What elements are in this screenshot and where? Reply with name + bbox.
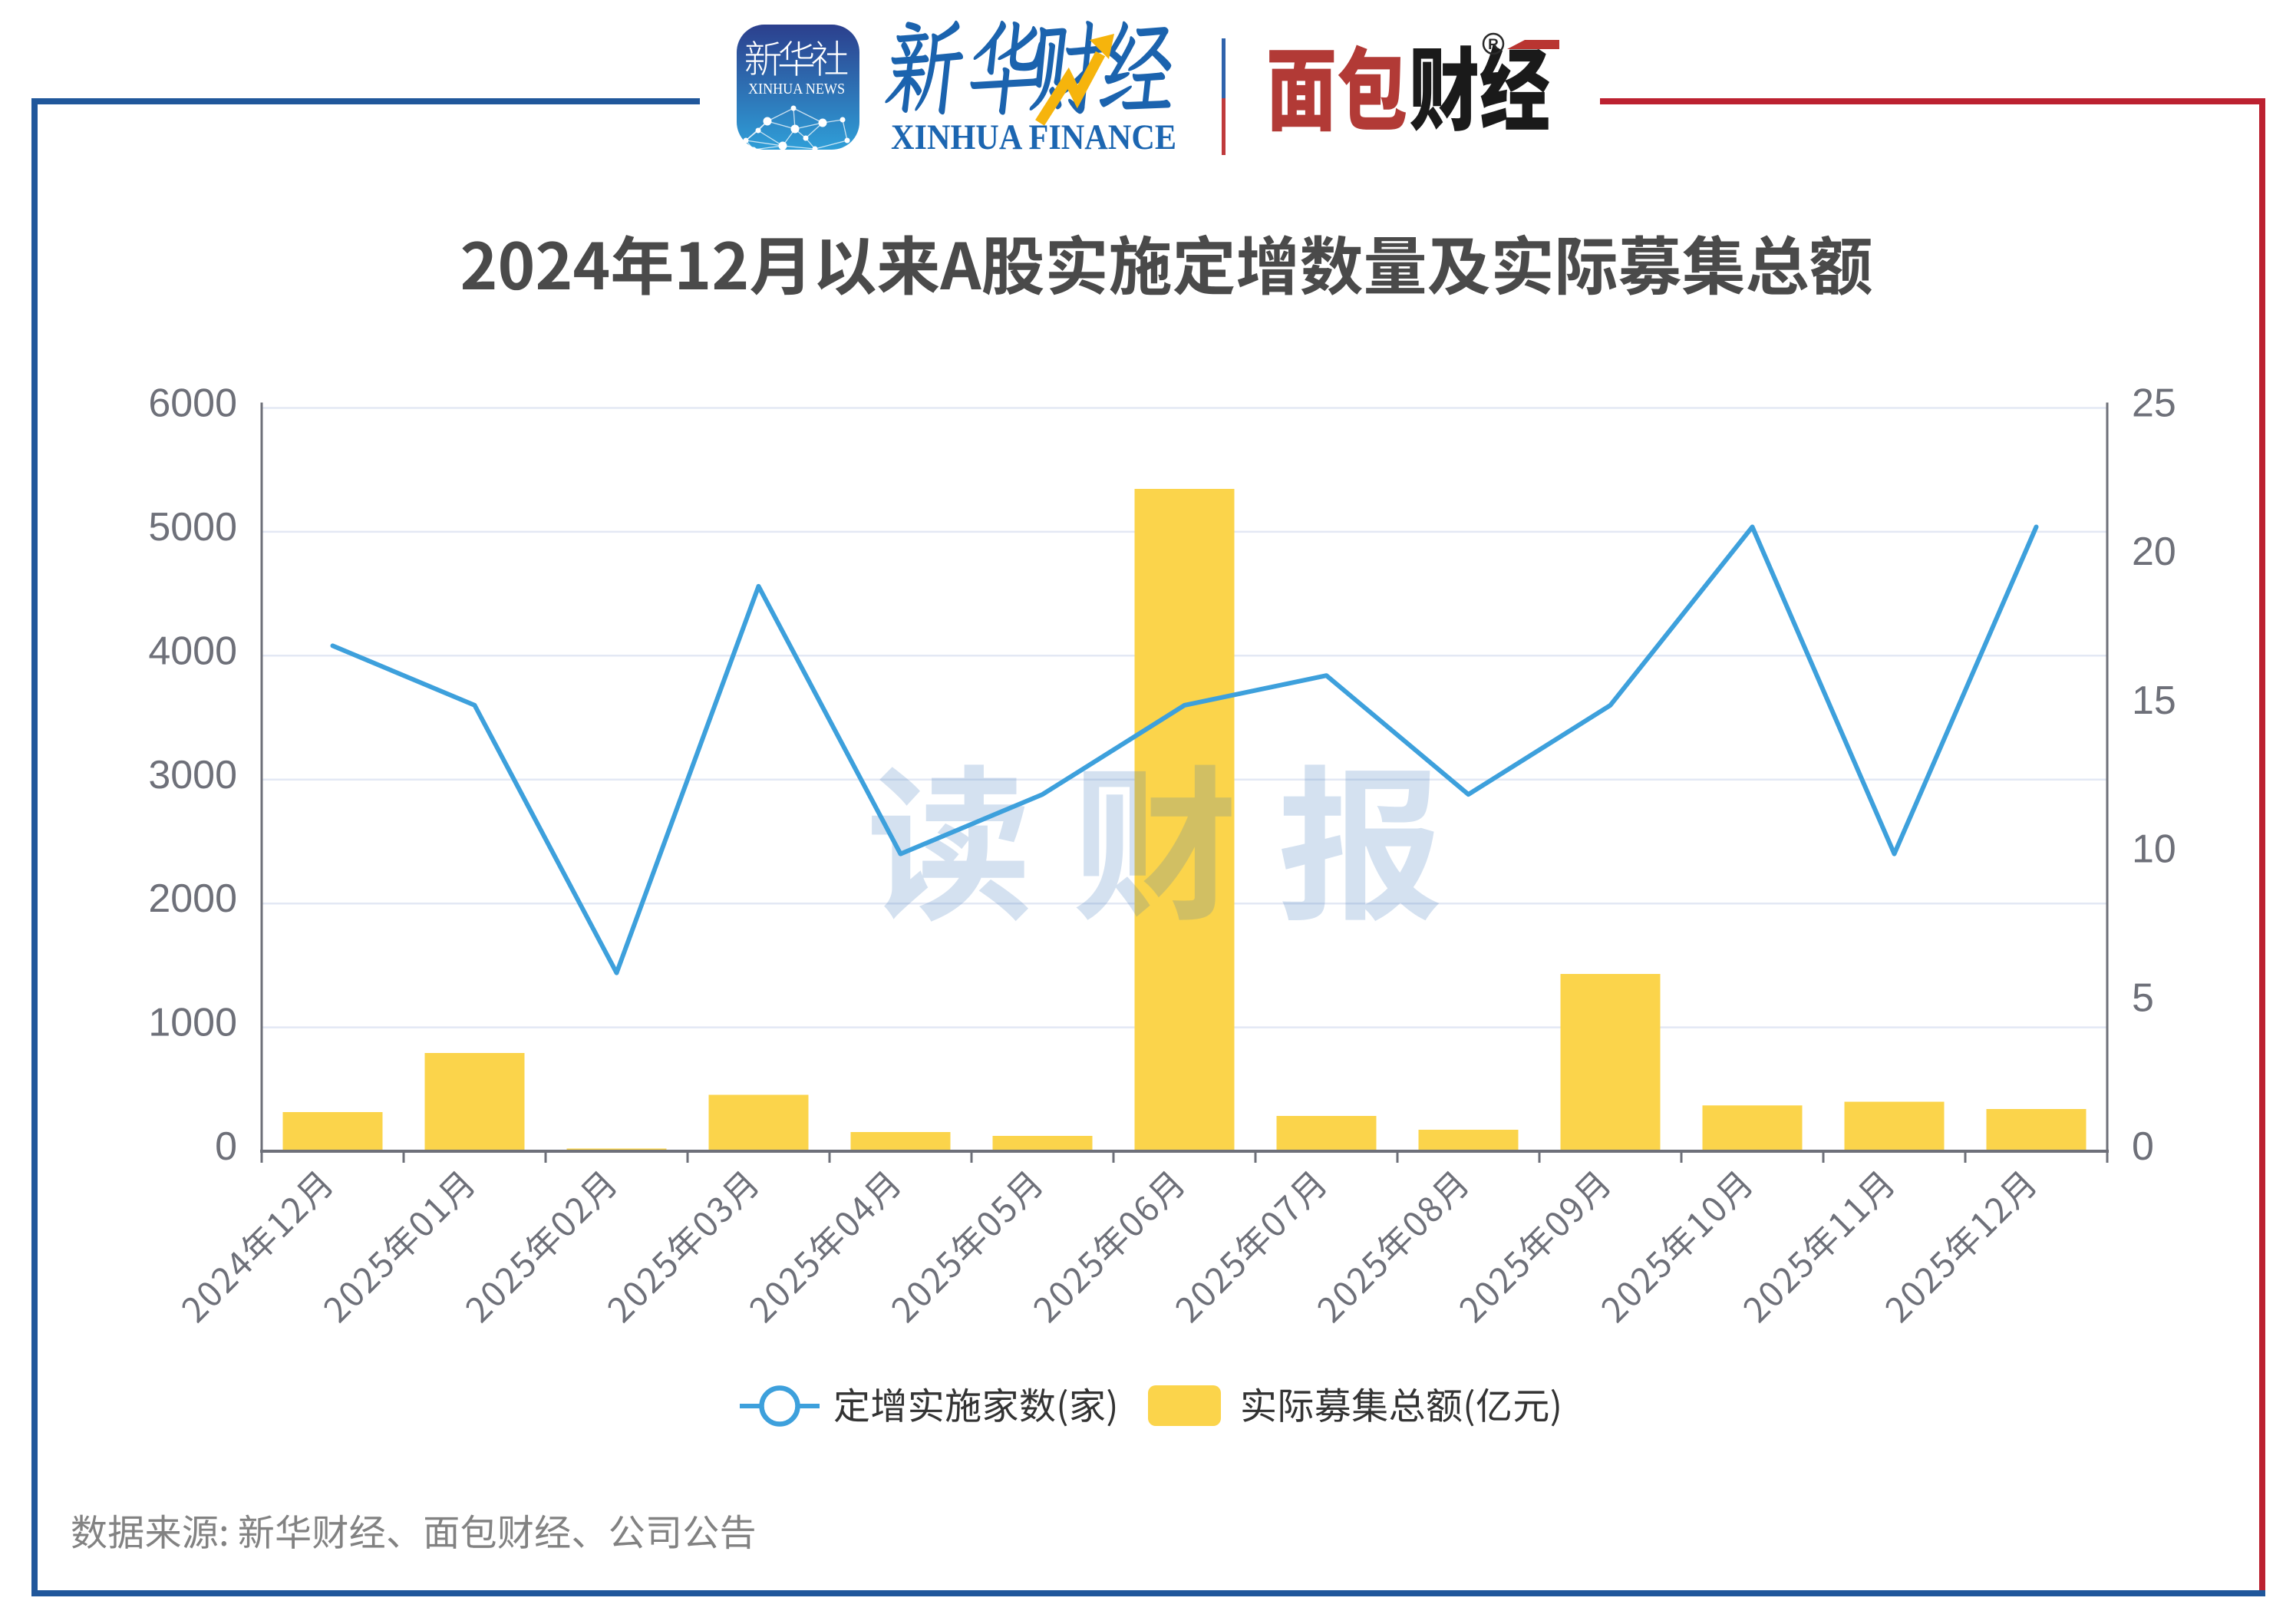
svg-text:25: 25 — [2132, 381, 2176, 426]
svg-text:R: R — [1488, 37, 1499, 53]
svg-text:1000: 1000 — [148, 1001, 237, 1045]
svg-text:0: 0 — [2132, 1124, 2154, 1169]
svg-text:4000: 4000 — [148, 629, 237, 673]
svg-text:10: 10 — [2132, 827, 2176, 872]
svg-text:0: 0 — [215, 1124, 237, 1169]
svg-text:2000: 2000 — [148, 876, 237, 921]
svg-text:20: 20 — [2132, 530, 2176, 574]
svg-text:XINHUA NEWS: XINHUA NEWS — [748, 81, 845, 97]
svg-text:15: 15 — [2132, 678, 2176, 723]
svg-text:5000: 5000 — [148, 505, 237, 550]
svg-text:6000: 6000 — [148, 381, 237, 426]
svg-text:3000: 3000 — [148, 753, 237, 797]
svg-text:XINHUA FINANCE: XINHUA FINANCE — [891, 117, 1176, 157]
svg-text:5: 5 — [2132, 975, 2154, 1020]
